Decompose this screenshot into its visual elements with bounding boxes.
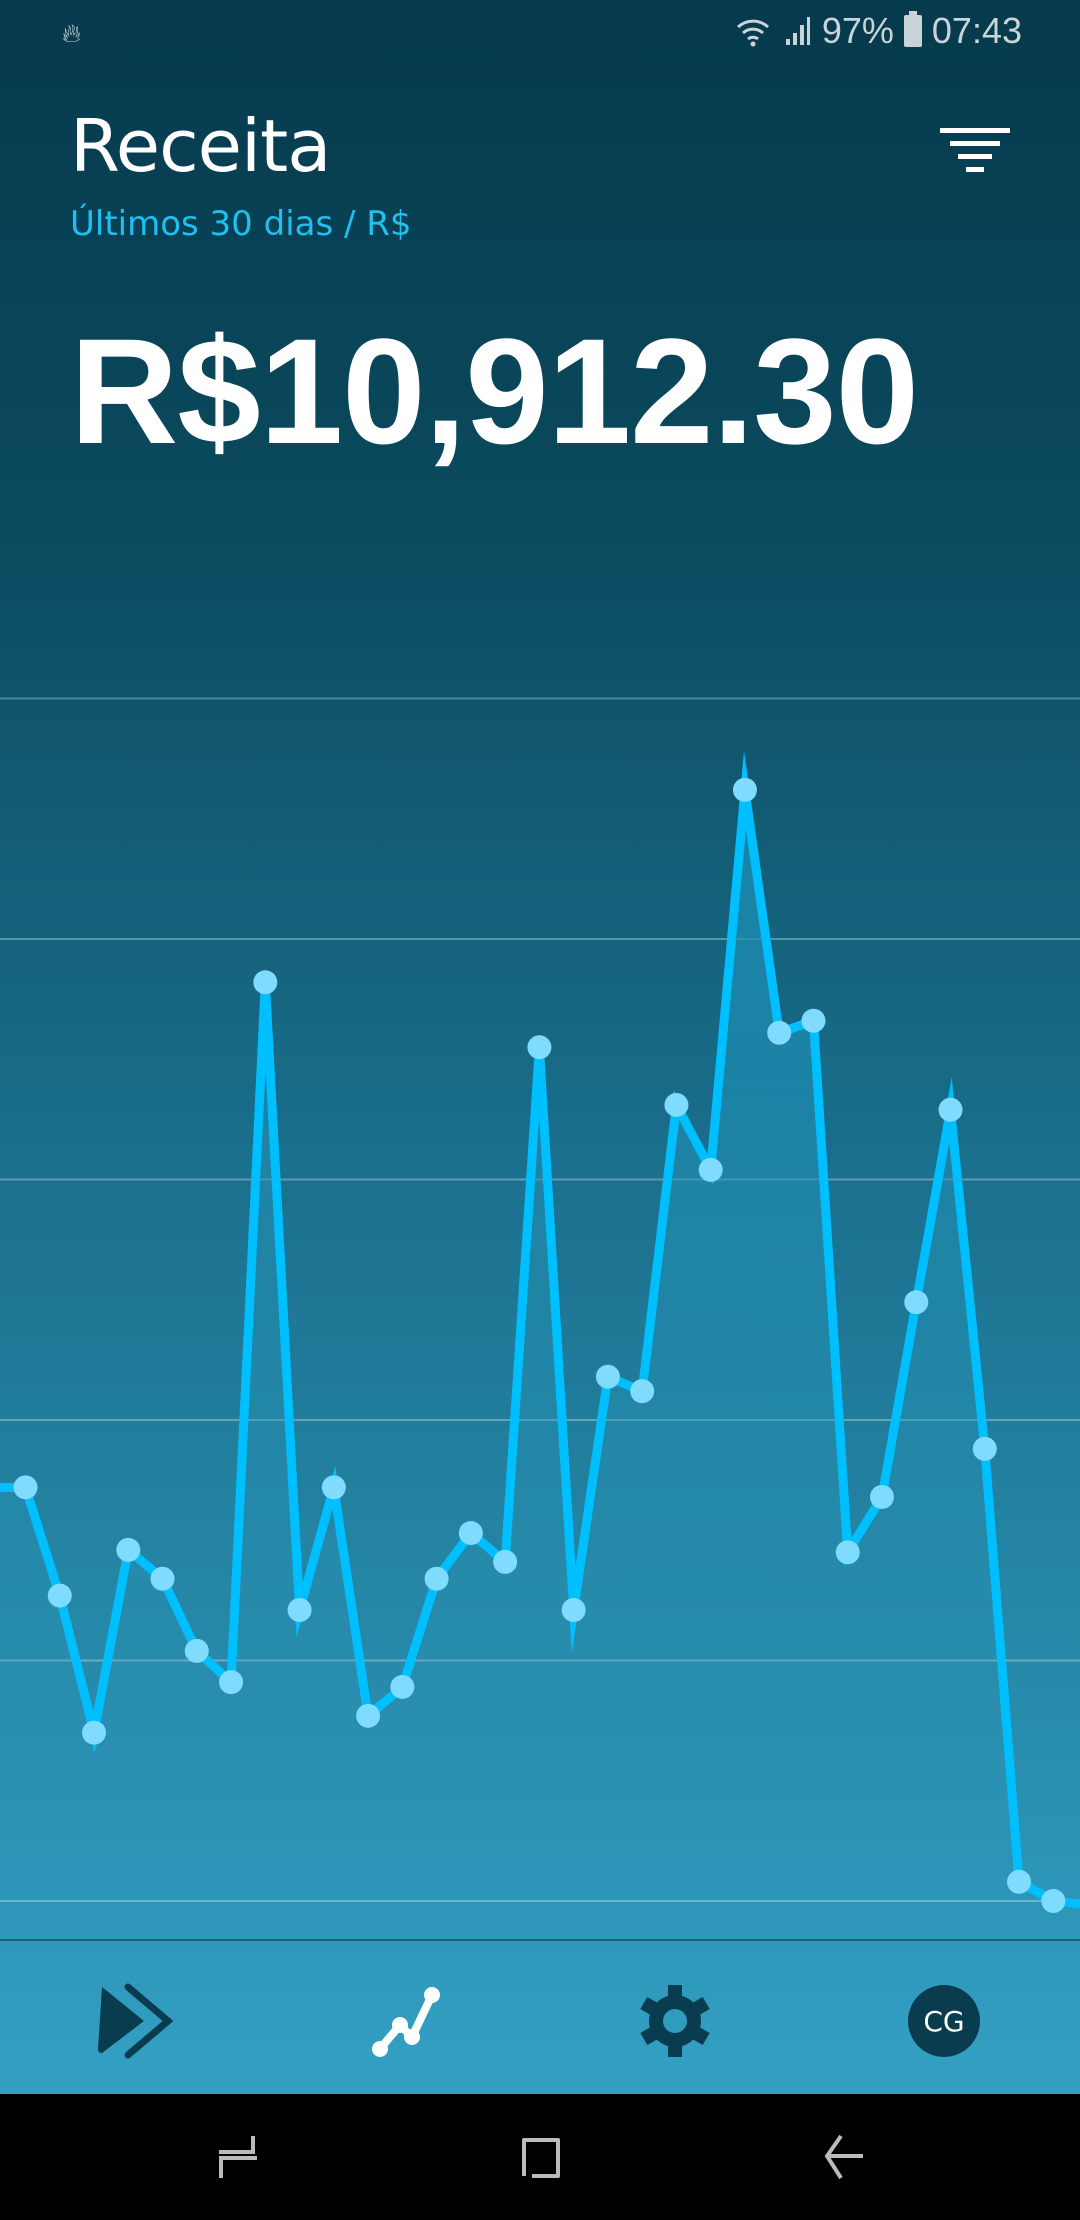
nav-forward[interactable] [94,1983,174,2059]
data-point[interactable] [253,970,278,995]
back-icon[interactable] [819,2132,869,2182]
data-point[interactable] [150,1566,175,1591]
nav-chart[interactable] [366,1983,446,2059]
data-point[interactable] [870,1484,894,1509]
data-point[interactable] [527,1035,552,1060]
status-bar: 🔥︎ 97% 07:43 [0,0,1080,66]
data-point[interactable] [184,1638,209,1663]
data-point[interactable] [82,1720,107,1745]
total-revenue: R$10,912.30 [70,307,919,475]
data-point[interactable] [458,1521,483,1546]
signal-icon [785,17,810,45]
nav-settings[interactable] [635,1983,715,2059]
data-point[interactable] [561,1597,586,1622]
data-point[interactable] [321,1475,346,1500]
data-point[interactable] [972,1436,997,1461]
battery-icon [903,11,922,47]
data-point[interactable] [698,1157,723,1182]
data-point[interactable] [424,1566,449,1591]
data-point[interactable] [835,1540,860,1565]
app-screen: 🔥︎ 97% 07:43 Receita Últimos 30 dias / R… [0,0,1080,2094]
data-point[interactable] [801,1008,826,1033]
area-fill [0,789,1080,1939]
nav-profile[interactable]: CG [904,1983,984,2059]
data-point[interactable] [904,1290,929,1315]
data-point[interactable] [630,1379,655,1404]
data-point[interactable] [219,1670,244,1695]
clock: 07:43 [931,10,1022,51]
data-point[interactable] [390,1674,415,1699]
gear-icon [640,1985,710,2057]
data-point[interactable] [732,777,757,802]
data-point[interactable] [493,1549,518,1574]
forward-icon [98,1983,174,2059]
data-point[interactable] [1007,1869,1032,1894]
revenue-chart [0,697,1080,1939]
flame-icon: 🔥︎ [62,18,82,48]
bottom-nav: CG [0,1939,1080,2094]
wifi-icon [736,19,769,47]
filter-icon[interactable] [940,126,1012,176]
period-subtitle[interactable]: Últimos 30 dias / R$ [70,204,412,244]
battery-percent: 97% [821,10,894,51]
avatar: CG [908,1985,980,2057]
data-point[interactable] [595,1364,620,1389]
data-point[interactable] [767,1020,792,1045]
home-icon[interactable] [516,2132,566,2182]
data-point[interactable] [664,1092,689,1117]
data-point[interactable] [13,1475,38,1500]
data-point[interactable] [1041,1889,1066,1913]
recents-icon[interactable] [213,2132,263,2182]
data-point[interactable] [287,1597,312,1622]
chart-line-icon [372,1987,440,2057]
system-nav-bar [0,2094,1080,2220]
data-point[interactable] [356,1703,381,1728]
data-point[interactable] [938,1097,963,1122]
page-title: Receita [70,104,331,188]
data-point[interactable] [47,1583,72,1608]
data-point[interactable] [116,1537,141,1562]
